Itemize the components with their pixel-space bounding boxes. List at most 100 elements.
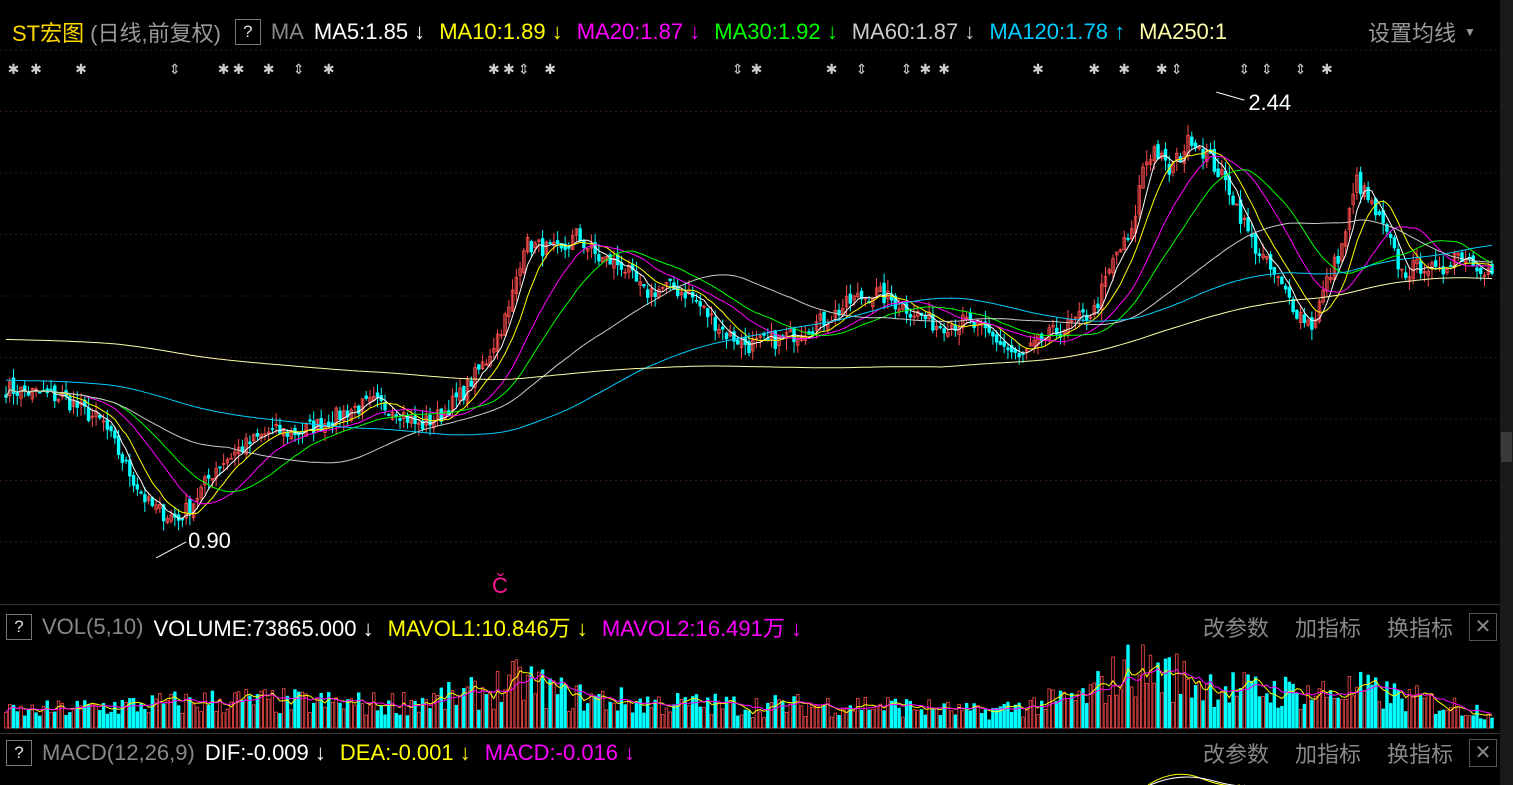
candle-body [1096,303,1100,309]
volume-bar [1370,684,1374,729]
volume-bar [837,714,841,729]
candle-body [135,484,140,490]
volume-bar [349,698,353,729]
event-marker-icon: ✱ [544,61,556,77]
volume-bar [191,703,196,729]
help-icon[interactable]: ? [234,19,261,45]
macd-help-icon[interactable]: ? [6,740,32,766]
macd-edit-params-button[interactable]: 改参数 [1202,742,1269,767]
volume-bar [919,709,924,729]
candle-body [345,410,350,418]
volume-bar [263,689,267,729]
scrollbar-thumb[interactable] [1501,432,1512,462]
volume-bar [694,694,699,729]
candle-body [1246,217,1250,232]
candle-body [218,466,222,469]
volume-bar [559,677,564,729]
candle-body [668,278,672,281]
volume-bar [4,711,8,729]
volume-bar [713,693,717,729]
volume-bar [972,703,976,729]
volume-bar [994,707,999,729]
candle-body [882,282,886,304]
volume-bar [537,671,541,729]
volume-bar [312,702,316,729]
volume-bar [1411,694,1415,729]
event-marker-icon: ✱ [233,61,245,77]
candle-body [1021,353,1025,355]
candle-body [972,321,976,328]
volume-bar [751,717,755,729]
vol-item-0: VOLUME:73865.000 ↓ [154,616,374,641]
candle-body [308,419,312,422]
candle-body [1392,237,1397,249]
candle-body [1009,345,1014,353]
macd-items: DIF:-0.009 ↓ DEA:-0.001 ↓ MACD:-0.016 ↓ [205,740,649,766]
ma-settings-button[interactable]: 设置均线 ▼ [1360,17,1484,47]
volume-bar [901,716,905,729]
volume-bar [353,704,357,729]
candle-body [814,321,819,331]
candle-body [923,316,928,320]
macd-add-indicator-button[interactable]: 加指标 [1294,742,1361,767]
candle-body [747,341,751,354]
volume-bar [180,712,185,729]
candle-body [353,405,357,408]
volume-bar [728,700,732,729]
vol-add-indicator-button[interactable]: 加指标 [1294,616,1361,641]
vol-switch-indicator-button[interactable]: 换指标 [1386,616,1453,641]
volume-bar [1070,692,1074,729]
volume-bar [435,694,440,729]
candle-body [533,242,537,249]
candle-body [233,451,237,456]
candle-body [1407,276,1412,283]
volume-bar [799,705,804,729]
volume-bar [1096,671,1100,729]
volume-bar [567,711,571,729]
event-marker-icon: ✱ [218,61,230,77]
volume-bar [1437,710,1442,729]
candle-body [357,405,361,414]
macd-switch-indicator-button[interactable]: 换指标 [1386,742,1453,767]
candle-body [338,410,342,420]
vol-edit-params-button[interactable]: 改参数 [1202,616,1269,641]
volume-bar [454,704,459,729]
candle-body [462,385,466,401]
macd-close-icon[interactable]: ✕ [1469,739,1497,767]
volume-bar [510,661,515,729]
volume-bar [53,711,57,729]
event-marker-icon: ⇕ [1295,61,1307,77]
candle-body [1449,265,1453,268]
candle-body [563,243,567,251]
volume-bar [1253,676,1258,729]
vertical-scrollbar[interactable] [1500,0,1513,785]
candle-body [1141,166,1145,189]
candle-body [544,241,549,255]
volume-bar [229,701,233,729]
candle-body [837,309,841,316]
volume-bar [1118,688,1123,729]
macd-item-0: DIF:-0.009 ↓ [205,740,326,765]
candle-body [1419,260,1423,274]
volume-bar [465,686,470,729]
volume-bar [462,687,466,729]
event-marker-icon: ⇕ [169,61,181,77]
volume-bar [1456,706,1460,729]
volume-bar [1422,697,1427,729]
event-marker-icon: ⇕ [518,61,530,77]
candle-body [1088,316,1093,319]
volume-bar [1100,675,1104,729]
volume-bar [71,708,76,729]
volume-bar [176,705,181,729]
volume-bar [458,695,462,729]
candle-body [713,317,717,331]
vol-help-icon[interactable]: ? [6,614,32,640]
volume-bar [1377,701,1382,729]
volume-bar [769,702,774,729]
volume-bar [514,659,519,729]
vol-close-icon[interactable]: ✕ [1469,613,1497,641]
candle-body [417,422,421,425]
candle-body [679,291,684,296]
candle-body [709,313,714,316]
